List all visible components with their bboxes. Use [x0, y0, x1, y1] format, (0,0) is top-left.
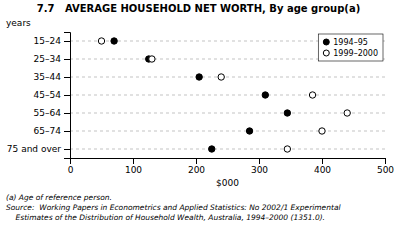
- tick: 300: [251, 158, 268, 175]
- x-axis-label: $000: [216, 178, 239, 188]
- tick-mark: [64, 41, 70, 42]
- plot: 0 100 200 300 400 500 15–24 25–34 35–44 45–54 55–6…: [7, 33, 395, 176]
- point: [98, 38, 104, 44]
- point: [218, 74, 224, 80]
- tick: 35–44: [34, 72, 70, 82]
- tick-label: 400: [314, 165, 331, 175]
- tick-mark: [64, 149, 70, 150]
- tick: 0: [68, 158, 74, 175]
- title: 7.7 AVERAGE HOUSEHOLD NET WORTH, By age …: [37, 3, 360, 14]
- tick-label: 65–74: [34, 126, 62, 136]
- axis-line: [71, 159, 386, 165]
- tick: 200: [188, 158, 205, 175]
- tick-label: 15–24: [34, 36, 62, 46]
- tick: 75 and over: [7, 144, 70, 154]
- point: [319, 128, 325, 134]
- footnote: (a) Age of reference person.: [6, 193, 112, 202]
- tick: 15–24: [34, 36, 70, 46]
- x-axis: 0 100 200 300 400 500: [68, 158, 395, 175]
- legend-frame: [318, 34, 383, 61]
- tick-mark: [259, 158, 260, 164]
- tick: 55–64: [34, 108, 70, 118]
- point: [196, 74, 202, 80]
- tick: 500: [377, 158, 394, 175]
- tick-label: 45–54: [34, 90, 62, 100]
- legend-swatch: [323, 39, 329, 45]
- tick-mark: [64, 113, 70, 114]
- point: [246, 128, 252, 134]
- grid: [70, 41, 385, 149]
- tick-mark: [385, 158, 386, 164]
- series: [111, 38, 291, 152]
- tick: 100: [125, 158, 142, 175]
- grid-line: [70, 95, 385, 96]
- tick-mark: [133, 158, 134, 164]
- tick-label: 100: [125, 165, 142, 175]
- point: [284, 110, 290, 116]
- tick: 45–54: [34, 90, 70, 100]
- legend-swatch: [323, 50, 329, 56]
- axis-line: [64, 33, 71, 159]
- point: [284, 146, 290, 152]
- footnote: Estimates of the Distribution of Househo…: [6, 213, 325, 222]
- series: [98, 38, 350, 152]
- grid-line: [70, 149, 385, 150]
- tick-label: 0: [68, 165, 74, 175]
- legend-label: 1994–95: [333, 38, 368, 47]
- tick-label: 300: [251, 165, 268, 175]
- point: [309, 92, 315, 98]
- tick-mark: [64, 59, 70, 60]
- tick-label: 25–34: [34, 54, 62, 64]
- y-axis-label: years: [6, 18, 31, 28]
- tick-label: 500: [377, 165, 394, 175]
- tick-mark: [322, 158, 323, 164]
- tick-mark: [64, 95, 70, 96]
- point: [262, 92, 268, 98]
- point: [111, 38, 117, 44]
- marks: [98, 38, 350, 152]
- tick: 65–74: [34, 126, 70, 136]
- point: [149, 56, 155, 62]
- tick-label: 200: [188, 165, 205, 175]
- tick: 400: [314, 158, 331, 175]
- tick-mark: [196, 158, 197, 164]
- grid-line: [70, 113, 385, 114]
- tick-label: 35–44: [34, 72, 62, 82]
- legend: 1994–95 1999–2000: [318, 34, 383, 61]
- tick-label: 75 and over: [7, 144, 61, 154]
- chart: 7.7 AVERAGE HOUSEHOLD NET WORTH, By age …: [0, 0, 397, 227]
- tick: 25–34: [34, 54, 70, 64]
- grid-line: [70, 77, 385, 78]
- tick-mark: [64, 77, 70, 78]
- point: [209, 146, 215, 152]
- tick-mark: [64, 131, 70, 132]
- tick-label: 55–64: [34, 108, 62, 118]
- grid-line: [70, 131, 385, 132]
- y-axis: 15–24 25–34 35–44 45–54 55–64 65–74 75 and ove…: [7, 33, 71, 159]
- legend-label: 1999–2000: [333, 49, 378, 58]
- footnote: Source: Working Papers in Econometrics a…: [6, 203, 342, 212]
- point: [344, 110, 350, 116]
